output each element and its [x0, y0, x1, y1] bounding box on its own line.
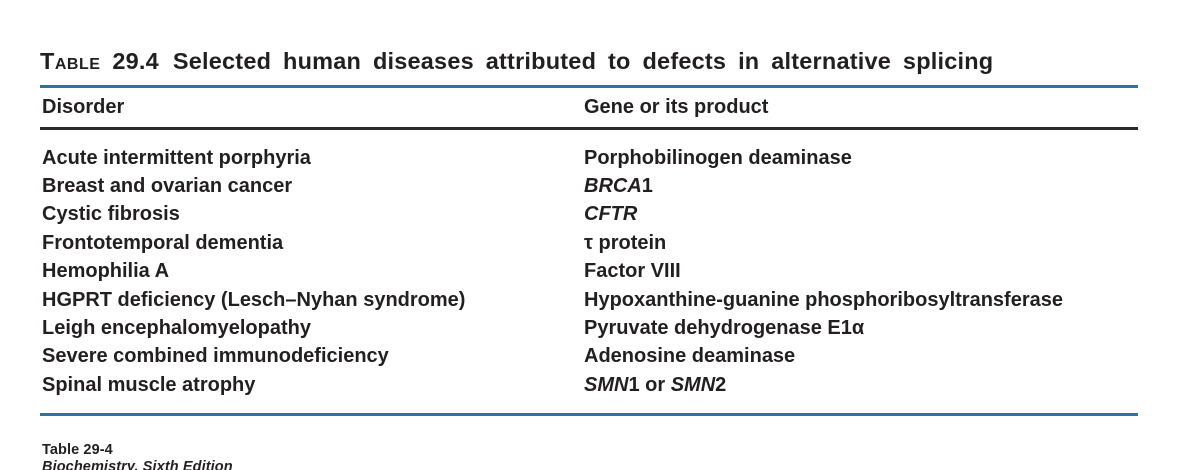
- title-table-number: 29.4: [112, 48, 159, 74]
- disorder-cell: Cystic fibrosis: [42, 203, 180, 226]
- table-header-row: Disorder Gene or its product: [40, 88, 1138, 127]
- table-row: Severe combined immunodeficiency Adenosin…: [40, 342, 1138, 370]
- table-row: Spinal muscle atrophy SMN1 or SMN2: [40, 371, 1138, 399]
- table-content: Table 29.4 Selected human diseases attrib…: [40, 0, 1138, 470]
- title-caption: Selected human diseases attributed to de…: [172, 48, 994, 74]
- footer-book-title: Biochemistry, Sixth Edition: [42, 458, 233, 470]
- disorder-cell: Hemophilia A: [42, 260, 170, 283]
- gene-text: 1 or: [628, 373, 671, 396]
- slide-footer: Table 29-4 Biochemistry, Sixth Edition: [42, 442, 1138, 470]
- footer-table-ref: Table 29-4: [42, 442, 113, 459]
- table-row: HGPRT deficiency (Lesch–Nyhan syndrome) H…: [40, 286, 1138, 314]
- gene-cell: CFTR: [582, 200, 1138, 228]
- gene-text: Pyruvate dehydrogenase E1α: [584, 316, 865, 339]
- gene-text: 2: [715, 373, 727, 396]
- disorder-cell: Breast and ovarian cancer: [42, 174, 293, 197]
- table-row: Leigh encephalomyelopathy Pyruvate dehydr…: [40, 314, 1138, 342]
- gene-cell: BRCA1: [582, 172, 1138, 200]
- column-header-disorder: Disorder: [42, 96, 125, 118]
- disorder-cell: Severe combined immunodeficiency: [42, 345, 389, 368]
- gene-cell: Factor VIII: [582, 257, 1138, 285]
- header-rule: [40, 127, 1138, 130]
- gene-cell: τ protein: [582, 229, 1138, 257]
- gene-name-italic: SMN: [670, 373, 716, 396]
- gene-cell: Hypoxanthine-guanine phosphoribosyltrans…: [582, 286, 1138, 314]
- bottom-rule: [40, 413, 1138, 417]
- column-header-gene: Gene or its product: [584, 96, 769, 118]
- disorder-cell: Leigh encephalomyelopathy: [42, 316, 311, 339]
- disorder-cell: Acute intermittent porphyria: [42, 146, 311, 169]
- gene-name-italic: SMN: [584, 373, 629, 396]
- gene-text: Factor VIII: [584, 260, 681, 283]
- table-row: Hemophilia A Factor VIII: [40, 257, 1138, 285]
- gene-text: Adenosine deaminase: [584, 345, 796, 368]
- top-rule: [40, 85, 1138, 88]
- title-table-word: Table: [40, 48, 101, 74]
- gene-text: Porphobilinogen deaminase: [584, 146, 852, 169]
- table-title: Table 29.4 Selected human diseases attrib…: [40, 0, 1138, 76]
- table-body: Acute intermittent porphyria Porphobilino…: [40, 130, 1138, 414]
- gene-text: 1: [641, 174, 653, 197]
- table-row: Acute intermittent porphyria Porphobilino…: [40, 144, 1138, 172]
- gene-cell: SMN1 or SMN2: [582, 371, 1138, 399]
- table-row: Breast and ovarian cancer BRCA1: [40, 172, 1138, 200]
- table-row: Cystic fibrosis CFTR: [40, 200, 1138, 228]
- disorder-cell: Frontotemporal dementia: [42, 231, 284, 254]
- gene-cell: Adenosine deaminase: [582, 342, 1138, 370]
- gene-name-italic: CFTR: [584, 203, 638, 226]
- gene-cell: Porphobilinogen deaminase: [582, 144, 1138, 172]
- disorder-cell: HGPRT deficiency (Lesch–Nyhan syndrome): [42, 288, 466, 311]
- gene-cell: Pyruvate dehydrogenase E1α: [582, 314, 1138, 342]
- disorder-cell: Spinal muscle atrophy: [42, 373, 256, 396]
- gene-text: τ protein: [584, 231, 667, 254]
- gene-text: Hypoxanthine-guanine phosphoribosyltrans…: [584, 288, 1063, 311]
- table-row: Frontotemporal dementia τ protein: [40, 229, 1138, 257]
- gene-name-italic: BRCA: [584, 174, 642, 197]
